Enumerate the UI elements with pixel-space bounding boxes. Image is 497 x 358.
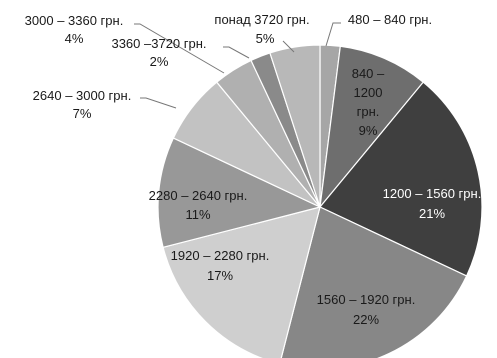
slice-label-10: понад 3720 грн. [214,12,309,27]
slice-label-6: 2280 – 2640 грн. [149,188,248,203]
slice-label-1: 480 – 840 грн. [348,12,432,27]
slice-value-6: 11% [185,207,210,222]
slice-label-7: 2640 – 3000 грн. [33,88,132,103]
slice-label-2-part-3: грн. [357,104,380,119]
slice-value-9: 2% [150,54,169,69]
leader-line-7 [140,97,177,109]
leader-line-10 [282,40,295,53]
pie-slice-10 [269,44,321,208]
slice-label-2-part-1: 840 – [352,66,385,81]
slice-label-5: 1920 – 2280 грн. [171,248,270,263]
leader-line-8 [134,23,225,74]
slice-value-3: 21% [419,206,445,221]
pie-slice-2 [319,45,425,209]
slice-label-8: 3000 – 3360 грн. [25,13,124,28]
pie-slice-3 [319,81,483,277]
slice-label-9: 3360 –3720 грн. [111,36,206,51]
pie-slice-4 [280,206,468,358]
slice-value-4: 22% [353,312,379,327]
slice-value-2: 9% [359,123,378,138]
slice-label-3: 1200 – 1560 грн. [383,186,482,201]
leader-line-9 [223,46,250,59]
slice-value-10: 5% [256,31,275,46]
slice-value-7: 7% [73,106,92,121]
leader-line-1 [325,22,341,47]
slice-value-8: 4% [65,31,84,46]
pie-slice-6 [157,137,322,249]
leader-lines [134,22,341,109]
pie-slices [157,44,483,358]
pie-slice-5 [162,206,321,358]
slice-label-2-part-2: 1200 [354,85,383,100]
slice-label-4: 1560 – 1920 грн. [317,292,416,307]
slice-labels: 480 – 840 грн. 840 – 1200 грн. 9% 1200 – 1560… [25,12,482,327]
slice-value-5: 17% [207,268,233,283]
